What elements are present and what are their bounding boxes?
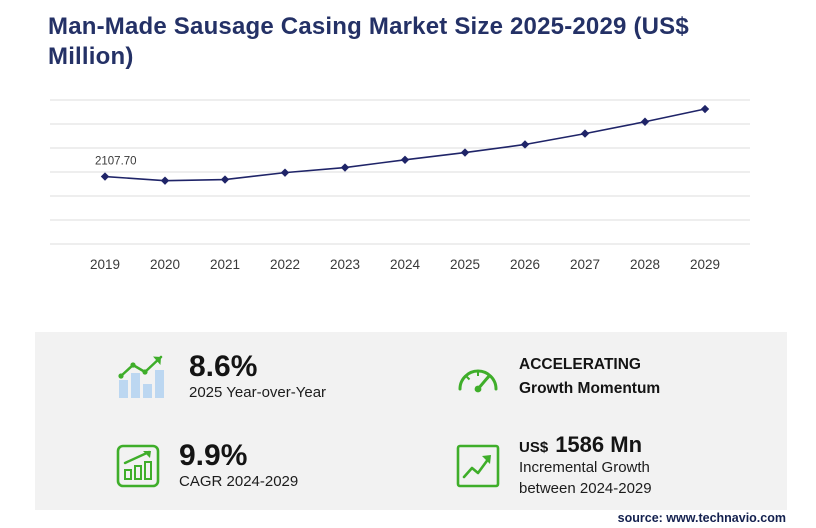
svg-text:2021: 2021 bbox=[210, 257, 240, 272]
stats-panel: 8.6% 2025 Year-over-Year ACCELERATING Gr… bbox=[35, 332, 787, 510]
momentum-line1: ACCELERATING bbox=[519, 356, 641, 374]
yoy-value: 8.6% bbox=[189, 349, 258, 383]
momentum-line2: Growth Momentum bbox=[519, 379, 661, 397]
stat-cagr: 9.9% CAGR 2024-2029 bbox=[35, 421, 420, 510]
svg-text:2022: 2022 bbox=[270, 257, 300, 272]
svg-text:2107.70: 2107.70 bbox=[95, 156, 137, 168]
incremental-label-line2: between 2024-2029 bbox=[519, 479, 652, 497]
cagr-value: 9.9% bbox=[179, 438, 248, 472]
svg-text:2025: 2025 bbox=[450, 257, 480, 272]
incremental-currency: US$ bbox=[519, 439, 549, 457]
page-title: Man-Made Sausage Casing Market Size 2025… bbox=[48, 13, 689, 70]
step-growth-icon bbox=[455, 443, 501, 489]
svg-text:2020: 2020 bbox=[150, 257, 180, 272]
chart-area: 2107.70 2019 2020 2021 2022 2023 2024 2025 2026 2… bbox=[45, 92, 755, 282]
bar-growth-icon bbox=[115, 352, 171, 402]
svg-text:2027: 2027 bbox=[570, 257, 600, 272]
svg-text:2028: 2028 bbox=[630, 257, 660, 272]
svg-text:2023: 2023 bbox=[330, 257, 360, 272]
svg-text:2024: 2024 bbox=[390, 257, 421, 272]
svg-text:2026: 2026 bbox=[510, 257, 540, 272]
source-credit: source: www.technavio.com bbox=[617, 511, 786, 525]
svg-text:2019: 2019 bbox=[90, 257, 120, 272]
yoy-label: 2025 Year-over-Year bbox=[189, 383, 327, 401]
stat-yoy-growth: 8.6% 2025 Year-over-Year bbox=[35, 332, 420, 421]
speedometer-icon bbox=[455, 356, 501, 398]
incremental-label-line1: Incremental Growth bbox=[519, 459, 650, 477]
cagr-chart-icon bbox=[115, 443, 161, 489]
cagr-label: CAGR 2024-2029 bbox=[179, 472, 299, 490]
market-size-line-chart: 2107.70 2019 2020 2021 2022 2023 2024 2025 2026 2… bbox=[50, 99, 750, 272]
incremental-value: 1586 Mn bbox=[555, 432, 643, 458]
stat-incremental-growth: US$ 1586 Mn Incremental Growth between 2… bbox=[420, 421, 787, 510]
stat-growth-momentum: ACCELERATING Growth Momentum bbox=[420, 332, 787, 421]
svg-text:2029: 2029 bbox=[690, 257, 720, 272]
